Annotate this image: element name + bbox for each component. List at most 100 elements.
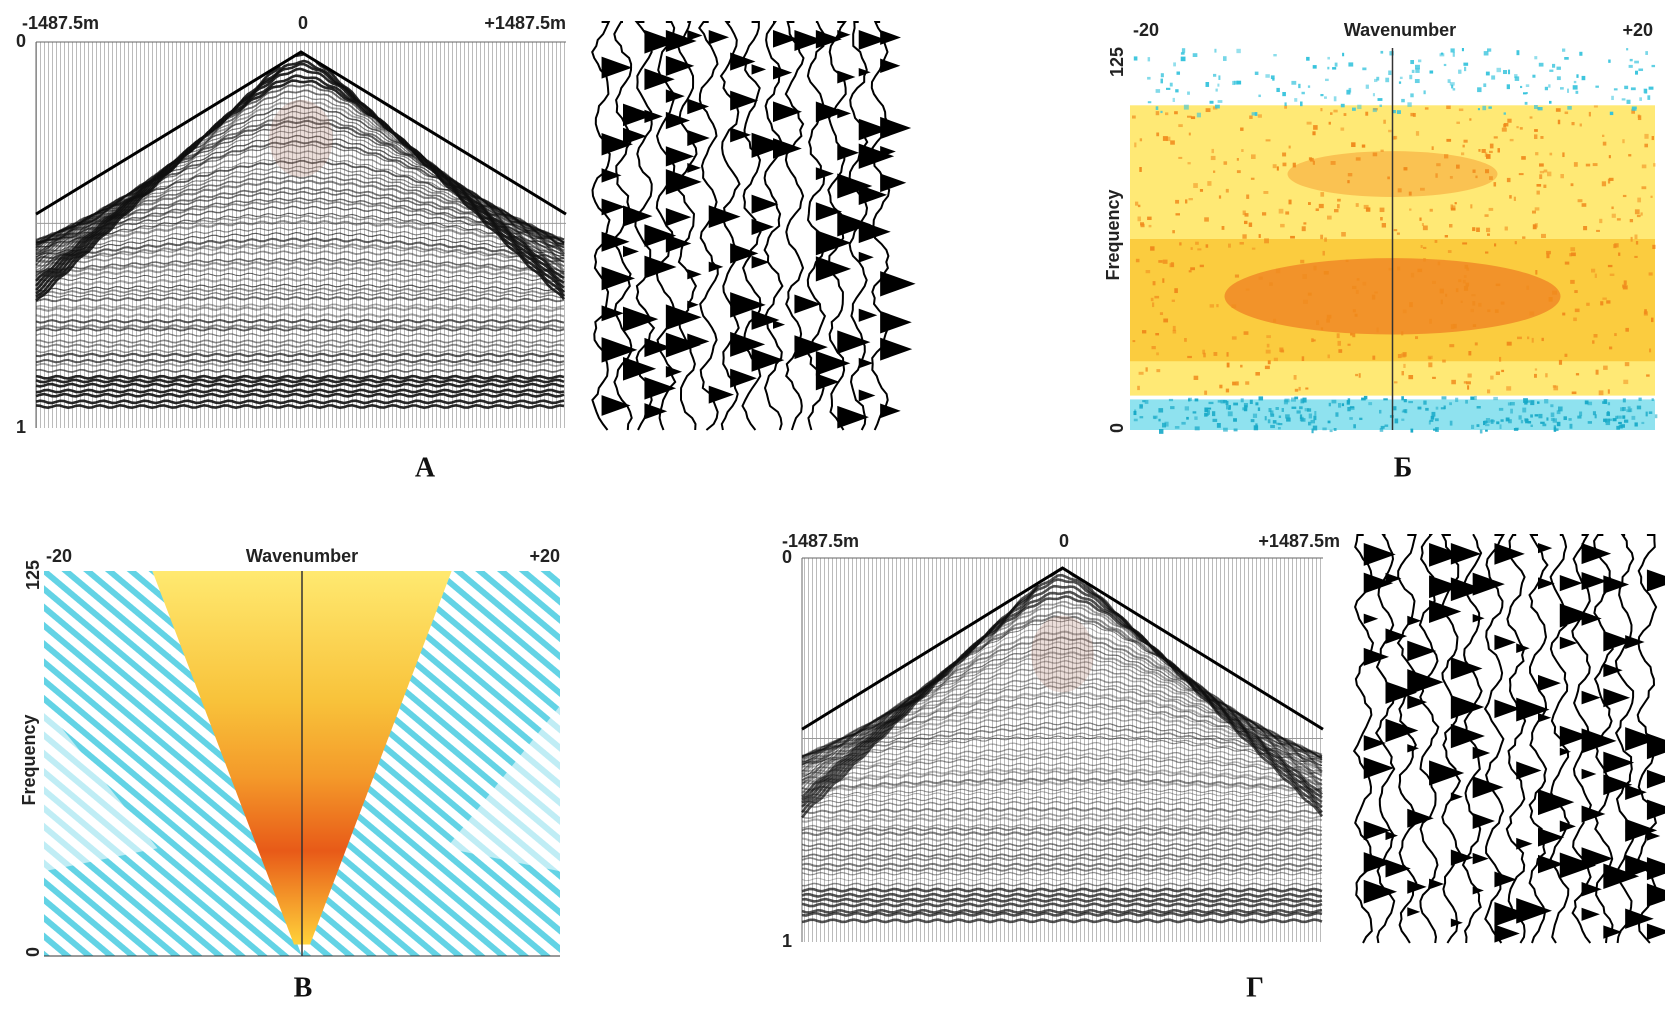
wiggle-lobe bbox=[644, 337, 672, 358]
speckle bbox=[1440, 299, 1443, 305]
speckle bbox=[1308, 202, 1311, 205]
speckle bbox=[1451, 205, 1456, 208]
speckle bbox=[1550, 412, 1555, 417]
reflection bbox=[35, 242, 565, 263]
speckle bbox=[1564, 111, 1569, 115]
speckle bbox=[1147, 101, 1152, 104]
speckle bbox=[1350, 332, 1353, 336]
speckle bbox=[1628, 154, 1632, 157]
reflection bbox=[35, 291, 565, 299]
speckle bbox=[1383, 119, 1386, 124]
speckle bbox=[1312, 339, 1316, 342]
speckle bbox=[1629, 58, 1633, 62]
reflection bbox=[35, 150, 565, 244]
speckle bbox=[1418, 59, 1422, 63]
speckle bbox=[1423, 258, 1426, 262]
speckle bbox=[1133, 411, 1137, 416]
speckle bbox=[1622, 139, 1625, 144]
reflection bbox=[801, 665, 1323, 761]
speckle bbox=[1616, 425, 1620, 430]
speckle bbox=[1307, 85, 1311, 88]
reflection bbox=[801, 741, 1323, 769]
reflection bbox=[35, 368, 565, 373]
speckle bbox=[1509, 138, 1514, 142]
speckle bbox=[1579, 411, 1583, 417]
speckle bbox=[1251, 154, 1256, 159]
wiggle-lobe bbox=[1603, 575, 1630, 594]
speckle bbox=[1503, 123, 1507, 128]
wiggle-lobe bbox=[858, 184, 888, 206]
wiggle-lobe bbox=[880, 403, 901, 419]
speckle bbox=[1442, 359, 1446, 363]
speckle bbox=[1476, 406, 1481, 409]
speckle bbox=[1264, 238, 1269, 244]
reflection bbox=[35, 159, 565, 244]
speckle bbox=[1236, 170, 1241, 174]
speckle bbox=[1225, 388, 1230, 393]
speckle bbox=[1547, 171, 1552, 177]
reflection bbox=[801, 600, 1323, 795]
speckle bbox=[1476, 227, 1480, 232]
reflection bbox=[801, 862, 1322, 868]
speckle bbox=[1420, 245, 1423, 249]
speckle bbox=[1581, 203, 1587, 207]
first-break bbox=[35, 50, 567, 216]
speckle bbox=[1411, 69, 1415, 73]
speckle bbox=[1599, 218, 1603, 224]
speckle bbox=[1269, 282, 1273, 286]
reflection bbox=[801, 871, 1323, 876]
speckle bbox=[1415, 131, 1420, 136]
speckle bbox=[1335, 412, 1339, 417]
speckle bbox=[1300, 101, 1303, 107]
speckle bbox=[1155, 111, 1160, 116]
speckle bbox=[1609, 111, 1614, 116]
wiggle-lobe bbox=[1581, 571, 1608, 591]
speckle bbox=[1145, 367, 1148, 372]
wiggle-trace bbox=[784, 21, 805, 431]
speckle bbox=[1648, 86, 1654, 90]
speckle bbox=[1352, 285, 1357, 290]
speckle bbox=[1347, 173, 1353, 177]
speckle bbox=[1285, 211, 1290, 215]
speckle bbox=[1641, 186, 1647, 190]
wiggle-lobe bbox=[687, 333, 710, 350]
speckle bbox=[1552, 63, 1556, 68]
speckle bbox=[1330, 112, 1333, 115]
speckle bbox=[1175, 213, 1180, 216]
speckle bbox=[1187, 91, 1190, 95]
reflection bbox=[801, 732, 1323, 767]
speckle bbox=[1262, 212, 1267, 216]
wiggle-lobe bbox=[687, 98, 710, 115]
wiggle-lobe bbox=[730, 292, 766, 318]
wiggle-trace bbox=[870, 21, 891, 431]
speckle bbox=[1302, 397, 1307, 403]
speckle bbox=[1543, 184, 1547, 188]
speckle bbox=[1233, 418, 1237, 422]
speckle bbox=[1379, 104, 1382, 108]
speckle bbox=[1455, 288, 1459, 293]
speckle bbox=[1231, 336, 1237, 340]
speckle bbox=[1276, 87, 1280, 93]
reflection bbox=[35, 257, 565, 273]
speckle bbox=[1531, 337, 1534, 343]
speckle bbox=[1358, 373, 1361, 378]
speckle bbox=[1649, 348, 1652, 353]
speckle bbox=[1449, 224, 1453, 228]
speckle bbox=[1487, 309, 1491, 313]
speckle bbox=[1174, 426, 1180, 429]
speckle bbox=[1324, 96, 1327, 99]
speckle bbox=[1622, 415, 1626, 419]
reflection bbox=[35, 144, 565, 245]
speckle bbox=[1508, 69, 1511, 75]
reflection bbox=[801, 813, 1323, 820]
speckle bbox=[1647, 95, 1651, 100]
offset-center: 0 bbox=[298, 13, 308, 33]
speckle bbox=[1380, 149, 1384, 152]
speckle bbox=[1415, 68, 1420, 73]
speckle bbox=[1447, 79, 1451, 83]
reflection bbox=[35, 403, 565, 410]
speckle bbox=[1160, 110, 1163, 114]
wiggle-lobe bbox=[880, 30, 902, 45]
speckle bbox=[1410, 60, 1415, 65]
reflection bbox=[35, 272, 565, 282]
